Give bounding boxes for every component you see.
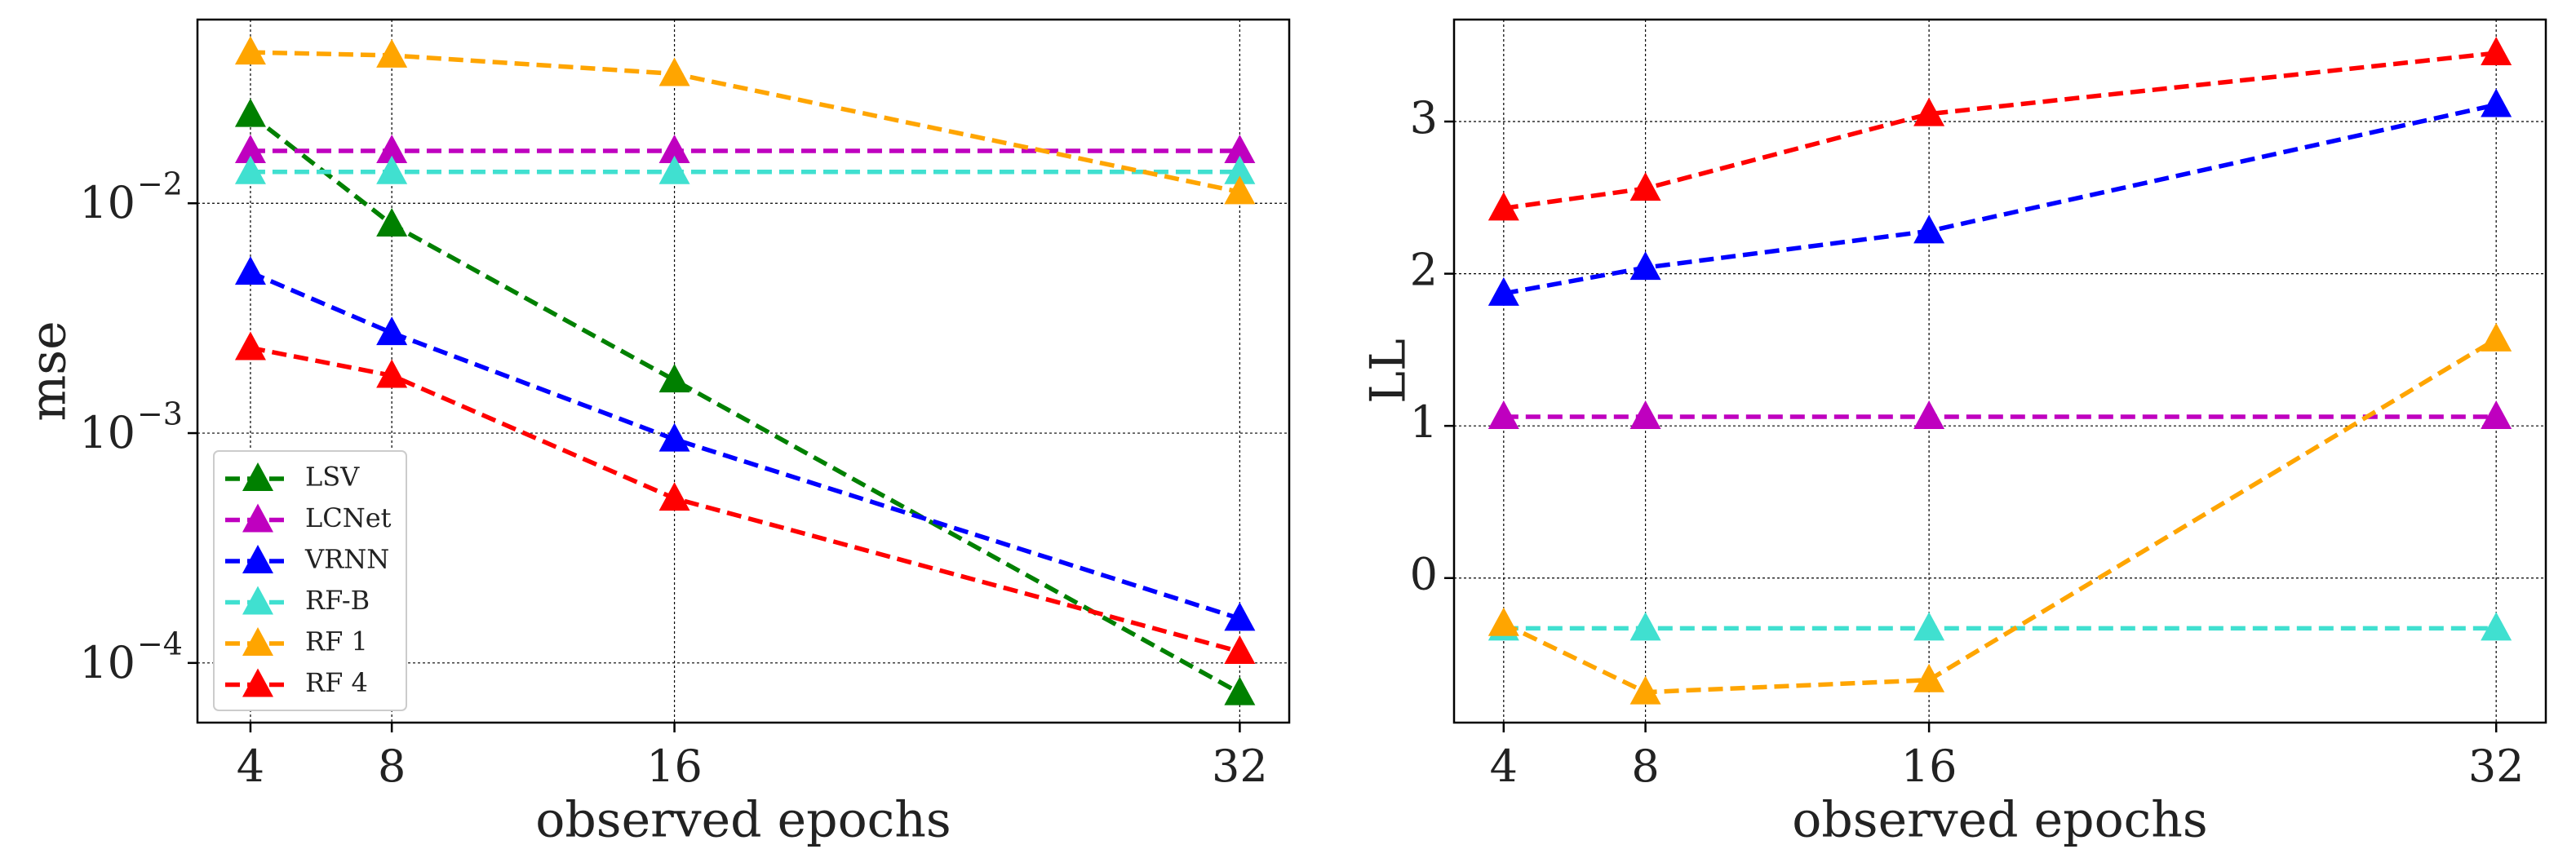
series-marker [1488,192,1519,221]
series-marker [1224,135,1256,164]
series-marker [1488,607,1519,636]
series-marker [376,208,408,237]
series-marker [2481,37,2512,66]
plot-frame [1452,18,2547,724]
y-tick-label: 3 [1410,92,1438,144]
x-tick-label: 4 [1490,741,1518,792]
series-line [250,50,1240,195]
series-marker [1913,612,1945,641]
series-line [1503,51,2497,211]
legend: LSV LCNet VRNN RF-B RF 1 RF 4 [213,450,407,711]
series-marker [1224,635,1256,664]
x-axis-label: observed epochs [535,792,951,849]
legend-marker [242,627,273,656]
series-marker [1913,663,1945,692]
series-marker [234,331,266,360]
series-marker [1629,612,1661,641]
series-marker [376,316,408,346]
series-marker [234,135,266,164]
series-line [249,113,1241,696]
y-axis-label: LL [1360,338,1417,404]
legend-marker [242,586,273,615]
series-marker [2481,612,2512,641]
series-marker [234,98,266,127]
series-marker [376,135,408,164]
series-marker [1224,175,1256,205]
y-tick-label: 1 [1410,396,1438,448]
y-tick-label: 2 [1410,245,1438,296]
series-marker [1224,602,1256,631]
y-tick-label: 10 [79,177,135,228]
legend-marker [242,668,273,697]
series-marker [658,364,690,393]
series-marker [1224,155,1256,184]
plot-frame [196,18,1291,724]
series-line [1502,337,2498,695]
series-marker [1913,214,1945,244]
series-marker [2481,322,2512,352]
series-marker [1629,400,1661,429]
series-marker [376,359,408,388]
series-marker [1629,172,1661,201]
y-tick-label: 0 [1410,549,1438,600]
legend-label: RF-B [305,585,370,616]
series-marker [1629,675,1661,705]
x-axis-label: observed epochs [1792,792,2207,849]
series-marker [376,155,408,184]
legend-label: RF 1 [305,626,368,657]
series-marker [1629,251,1661,281]
x-tick-label: 32 [1212,741,1268,792]
series-marker [1488,400,1519,429]
legend-marker [242,503,273,533]
y-tick-exponent: −2 [137,166,183,202]
series-marker [1913,400,1945,429]
series-marker [658,422,690,452]
x-tick-label: 16 [646,741,703,792]
legend-label: LCNet [305,502,392,533]
series-marker [1224,676,1256,705]
series-marker [658,135,690,164]
series-line [249,270,1241,621]
series-marker [658,482,690,511]
series-marker [234,256,266,285]
legend-label: LSV [305,462,360,493]
series-marker [1913,97,1945,126]
y-tick-exponent: −4 [137,626,183,661]
series-marker [2481,88,2512,117]
x-tick-label: 32 [2468,741,2525,792]
y-axis-label: mse [20,321,78,421]
series-line [250,345,1241,654]
series-marker [376,38,408,68]
series-marker [1488,276,1519,306]
y-tick-label: 10 [79,407,135,458]
series-marker [234,155,266,184]
legend-label: RF 4 [305,667,368,698]
legend-label: VRNN [304,544,389,575]
series-line [1503,102,2497,296]
x-tick-label: 8 [1631,741,1659,792]
series-marker [2481,400,2512,429]
x-tick-label: 4 [237,741,264,792]
series-marker [234,36,266,65]
y-tick-exponent: −3 [137,396,183,432]
x-tick-label: 8 [378,741,406,792]
series-marker [658,57,690,86]
legend-marker [242,545,273,573]
x-tick-label: 16 [1901,741,1957,792]
series-marker [658,155,690,184]
legend-marker [242,462,273,491]
y-tick-label: 10 [79,637,135,688]
